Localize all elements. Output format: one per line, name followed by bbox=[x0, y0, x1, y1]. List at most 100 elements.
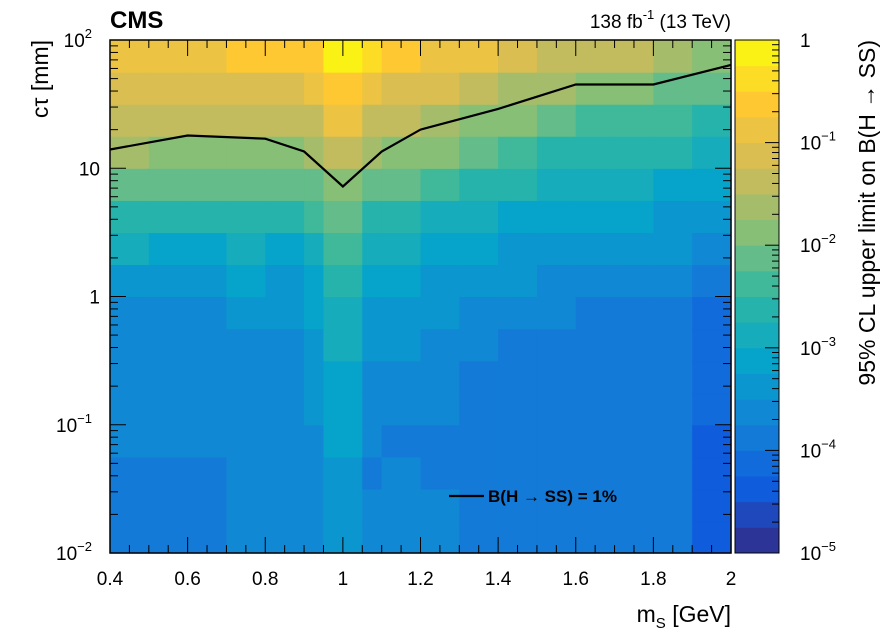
heatmap-cell bbox=[148, 200, 189, 234]
heatmap-cell bbox=[459, 72, 499, 105]
heatmap-cell bbox=[459, 264, 499, 298]
heatmap-cell bbox=[498, 456, 538, 490]
heatmap-cell bbox=[614, 72, 654, 105]
heatmap-cell bbox=[323, 456, 363, 490]
heatmap-cell bbox=[110, 392, 150, 426]
heatmap-cell bbox=[323, 392, 363, 426]
y-tick-label: 1 bbox=[89, 288, 100, 309]
colorbar-step bbox=[735, 322, 779, 349]
heatmap-cell bbox=[653, 168, 693, 201]
heatmap-cell bbox=[110, 360, 150, 394]
heatmap-cell bbox=[536, 136, 577, 169]
x-tick-label: 0.6 bbox=[174, 569, 200, 590]
heatmap-cell bbox=[187, 328, 228, 362]
heatmap-cell bbox=[187, 424, 228, 458]
heatmap-cell bbox=[362, 232, 383, 265]
heatmap-cell bbox=[420, 264, 460, 298]
heatmap-cell bbox=[420, 456, 460, 490]
colorbar-step bbox=[735, 65, 779, 92]
heatmap-cell bbox=[187, 296, 228, 330]
colorbar-step bbox=[735, 40, 779, 67]
heatmap-cell bbox=[498, 136, 538, 169]
heatmap-cell bbox=[575, 200, 616, 234]
colorbar-step bbox=[735, 168, 779, 195]
heatmap-cell bbox=[110, 424, 150, 458]
heatmap-cell bbox=[304, 136, 325, 169]
z-tick-label: 10−2 bbox=[800, 231, 836, 257]
heatmap-cell bbox=[226, 104, 266, 137]
heatmap-cell bbox=[110, 264, 150, 298]
heatmap-cell bbox=[498, 232, 538, 265]
heatmap-cell bbox=[304, 104, 325, 137]
colorbar-step bbox=[735, 476, 779, 503]
heatmap-cell bbox=[226, 392, 266, 426]
heatmap-cell bbox=[381, 264, 422, 298]
x-axis-title: mS [GeV] bbox=[637, 601, 731, 632]
heatmap-cell bbox=[692, 72, 732, 105]
contour-line bbox=[109, 63, 732, 188]
heatmap-cell bbox=[459, 488, 499, 522]
heatmap-cell bbox=[459, 360, 499, 394]
colorbar-step bbox=[735, 373, 779, 400]
heatmap-cell bbox=[614, 456, 654, 490]
colorbar-step bbox=[735, 219, 779, 246]
heatmap-cell bbox=[265, 264, 305, 298]
colorbar-title: 95% CL upper limit on B(H → SS) bbox=[854, 40, 880, 386]
heatmap-cell bbox=[614, 296, 654, 330]
heatmap-cell bbox=[536, 360, 577, 394]
heatmap-cell bbox=[148, 168, 189, 201]
heatmap-cell bbox=[323, 424, 363, 458]
heatmap-cell bbox=[498, 296, 538, 330]
heatmap-cell bbox=[536, 424, 577, 458]
heatmap-cell bbox=[187, 136, 228, 169]
heatmap-cell bbox=[110, 104, 150, 137]
heatmap-cell bbox=[420, 488, 460, 522]
heatmap-cell bbox=[498, 392, 538, 426]
x-tick-label: 0.4 bbox=[97, 569, 124, 590]
heatmap-cell bbox=[226, 200, 266, 234]
heatmap-cell bbox=[653, 136, 693, 169]
heatmap-cell bbox=[110, 136, 150, 169]
heatmap-cell bbox=[692, 168, 732, 201]
heatmap-cell bbox=[614, 488, 654, 522]
heatmap-cell bbox=[148, 232, 189, 265]
heatmap-cell bbox=[323, 232, 363, 265]
luminosity-label: 138 fb-1 (13 TeV) bbox=[590, 7, 731, 33]
heatmap-cell bbox=[381, 392, 422, 426]
heatmap-cell bbox=[614, 264, 654, 298]
heatmap-cell bbox=[226, 296, 266, 330]
heatmap-cell bbox=[381, 104, 422, 137]
heatmap-cell bbox=[323, 136, 363, 169]
heatmap-cell bbox=[148, 360, 189, 394]
heatmap-cell bbox=[575, 168, 616, 201]
y-tick-label: 10−1 bbox=[56, 411, 92, 437]
heatmap-cell bbox=[498, 488, 538, 522]
heatmap-cell bbox=[226, 232, 266, 265]
heatmap-cell bbox=[323, 360, 363, 394]
heatmap-cell bbox=[362, 136, 383, 169]
heatmap-cell bbox=[692, 328, 732, 362]
heatmap-cell bbox=[614, 232, 654, 265]
y-tick-label: 102 bbox=[64, 26, 92, 52]
colorbar-step bbox=[735, 501, 779, 528]
heatmap-cell bbox=[575, 232, 616, 265]
heatmap-cell bbox=[498, 264, 538, 298]
heatmap-cell bbox=[110, 328, 150, 362]
heatmap-cell bbox=[498, 104, 538, 137]
heatmap-cell bbox=[148, 72, 189, 105]
heatmap-cell bbox=[362, 520, 383, 554]
heatmap-cell bbox=[110, 200, 150, 234]
heatmap-cell bbox=[498, 72, 538, 105]
heatmap-cell bbox=[692, 392, 732, 426]
heatmap-cell bbox=[265, 424, 305, 458]
heatmap-cell bbox=[653, 264, 693, 298]
heatmap-cell bbox=[362, 424, 383, 458]
heatmap-cell bbox=[362, 264, 383, 298]
heatmap-cell bbox=[265, 456, 305, 490]
heatmap-cell bbox=[536, 264, 577, 298]
heatmap-cell bbox=[420, 424, 460, 458]
colorbar-step bbox=[735, 399, 779, 426]
heatmap-cell bbox=[362, 360, 383, 394]
heatmap-cell bbox=[323, 104, 363, 137]
